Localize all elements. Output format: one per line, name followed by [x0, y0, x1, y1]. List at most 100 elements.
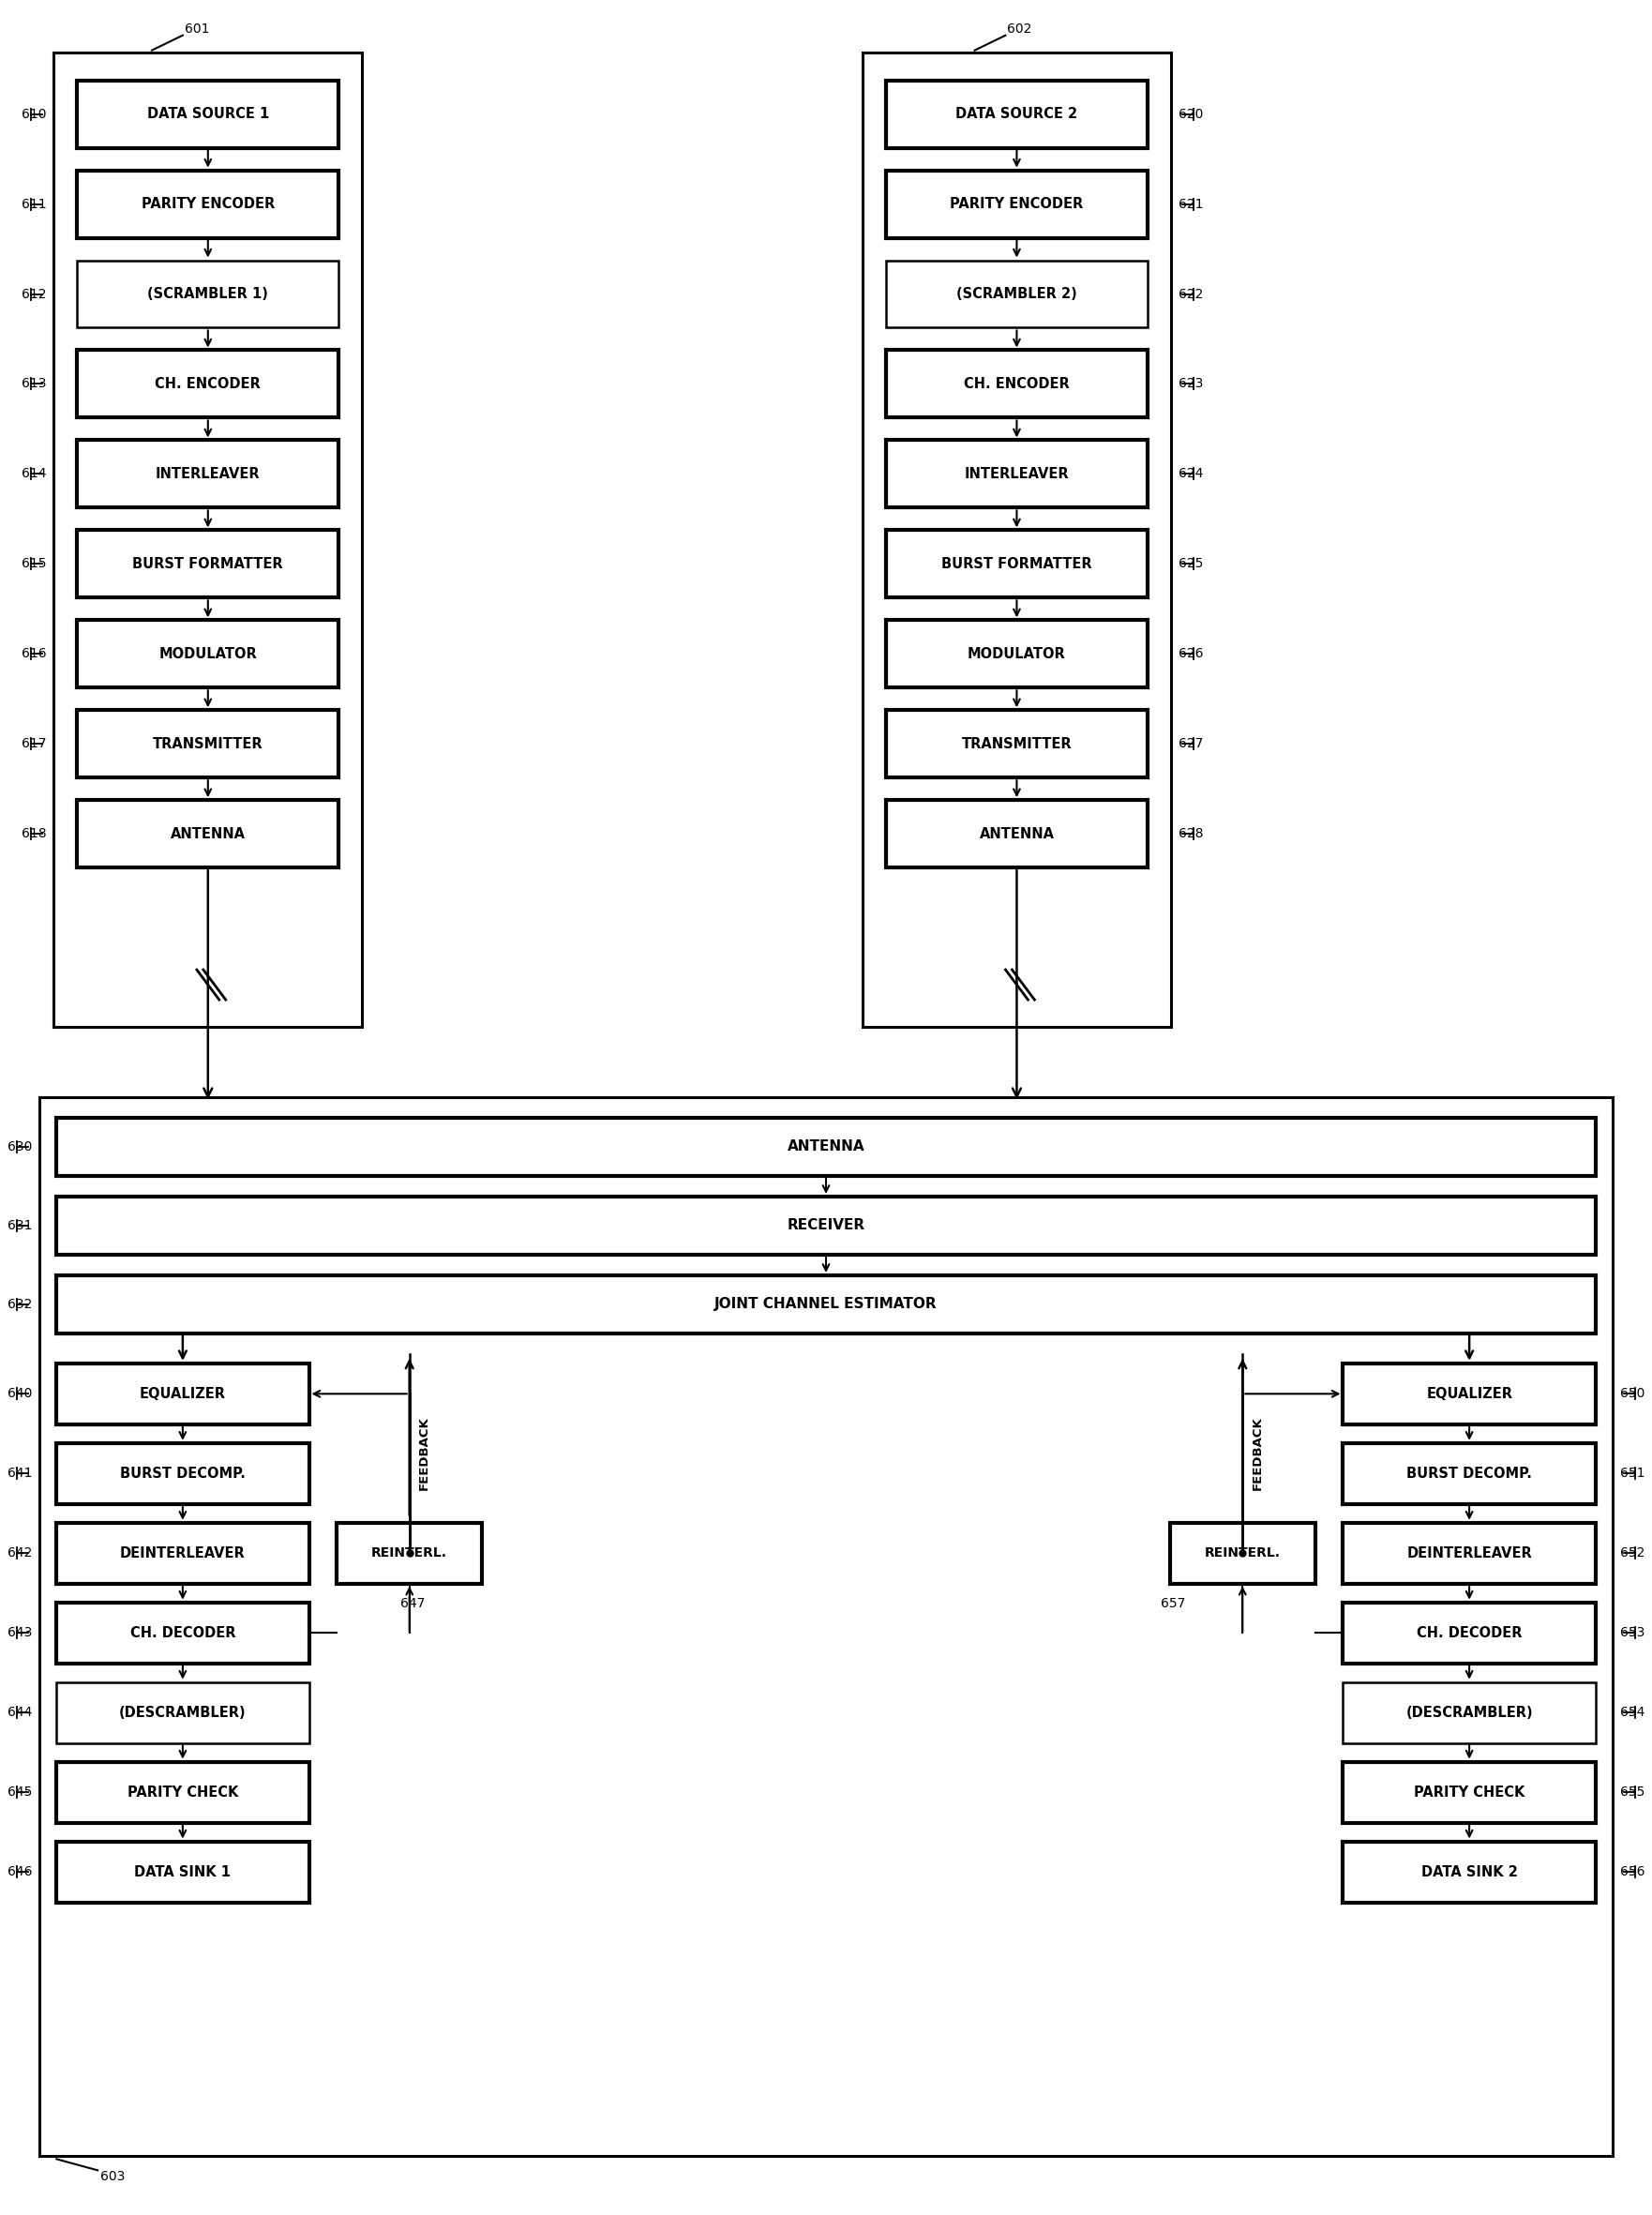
- Text: PARITY ENCODER: PARITY ENCODER: [950, 197, 1084, 210]
- Text: TRANSMITTER: TRANSMITTER: [961, 738, 1072, 751]
- Bar: [885, 711, 1148, 777]
- Bar: [885, 171, 1148, 237]
- Text: 643: 643: [8, 1626, 31, 1639]
- Text: 610: 610: [21, 109, 46, 120]
- Text: (SCRAMBLER 2): (SCRAMBLER 2): [957, 288, 1077, 301]
- Text: 615: 615: [21, 558, 46, 571]
- Bar: [53, 53, 362, 1028]
- Text: EQUALIZER: EQUALIZER: [1426, 1387, 1513, 1400]
- Text: 602: 602: [1008, 22, 1032, 35]
- Text: (DESCRAMBLER): (DESCRAMBLER): [119, 1706, 246, 1719]
- Text: MODULATOR: MODULATOR: [968, 647, 1066, 660]
- Text: 641: 641: [7, 1466, 31, 1480]
- Text: 653: 653: [1621, 1626, 1644, 1639]
- Bar: [56, 1276, 1596, 1333]
- Bar: [1343, 1761, 1596, 1823]
- Text: 625: 625: [1178, 558, 1203, 571]
- Bar: [56, 1761, 309, 1823]
- Text: DATA SOURCE 1: DATA SOURCE 1: [147, 106, 269, 122]
- Text: 657: 657: [1161, 1597, 1186, 1610]
- Bar: [56, 1364, 309, 1424]
- Text: DEINTERLEAVER: DEINTERLEAVER: [1406, 1546, 1531, 1559]
- Bar: [78, 350, 339, 419]
- Bar: [885, 259, 1148, 328]
- Text: INTERLEAVER: INTERLEAVER: [965, 467, 1069, 481]
- Text: 642: 642: [8, 1546, 31, 1559]
- Bar: [56, 1196, 1596, 1254]
- Text: DATA SINK 1: DATA SINK 1: [134, 1865, 231, 1878]
- Text: REINTERL.: REINTERL.: [1204, 1546, 1280, 1559]
- Text: EQUALIZER: EQUALIZER: [139, 1387, 226, 1400]
- Text: DATA SINK 2: DATA SINK 2: [1421, 1865, 1518, 1878]
- Bar: [78, 171, 339, 237]
- Bar: [56, 1841, 309, 1903]
- Bar: [78, 441, 339, 507]
- Bar: [885, 620, 1148, 687]
- Text: INTERLEAVER: INTERLEAVER: [155, 467, 261, 481]
- Text: ANTENNA: ANTENNA: [980, 826, 1054, 842]
- Text: 613: 613: [21, 377, 46, 390]
- Text: ANTENNA: ANTENNA: [788, 1141, 864, 1154]
- Text: CH. DECODER: CH. DECODER: [131, 1626, 236, 1639]
- Text: 624: 624: [1178, 467, 1203, 481]
- Text: 646: 646: [7, 1865, 31, 1878]
- Text: 617: 617: [21, 738, 46, 751]
- Text: BURST DECOMP.: BURST DECOMP.: [1406, 1466, 1531, 1480]
- Text: DATA SOURCE 2: DATA SOURCE 2: [957, 106, 1077, 122]
- Bar: [56, 1119, 1596, 1176]
- Bar: [1343, 1601, 1596, 1663]
- Text: CH. ENCODER: CH. ENCODER: [963, 377, 1069, 392]
- Text: BURST DECOMP.: BURST DECOMP.: [121, 1466, 246, 1480]
- Text: 621: 621: [1178, 197, 1203, 210]
- Bar: [337, 1522, 482, 1584]
- Text: 614: 614: [21, 467, 46, 481]
- Text: TRANSMITTER: TRANSMITTER: [152, 738, 263, 751]
- Bar: [1343, 1442, 1596, 1504]
- Bar: [885, 80, 1148, 148]
- Text: 627: 627: [1178, 738, 1203, 751]
- Text: 603: 603: [101, 2171, 126, 2184]
- Text: FEEDBACK: FEEDBACK: [418, 1418, 431, 1491]
- Bar: [78, 711, 339, 777]
- Bar: [1343, 1841, 1596, 1903]
- Text: 631: 631: [7, 1218, 31, 1232]
- Text: 651: 651: [1621, 1466, 1645, 1480]
- Bar: [1343, 1364, 1596, 1424]
- Text: BURST FORMATTER: BURST FORMATTER: [132, 556, 282, 571]
- Text: 656: 656: [1621, 1865, 1645, 1878]
- Text: MODULATOR: MODULATOR: [159, 647, 258, 660]
- Bar: [56, 1522, 309, 1584]
- Text: 647: 647: [400, 1597, 425, 1610]
- Text: 620: 620: [1178, 109, 1203, 120]
- Bar: [885, 529, 1148, 598]
- Text: REINTERL.: REINTERL.: [372, 1546, 448, 1559]
- Text: FEEDBACK: FEEDBACK: [1252, 1418, 1264, 1491]
- Text: 626: 626: [1178, 647, 1203, 660]
- Text: 654: 654: [1621, 1706, 1644, 1719]
- Bar: [78, 529, 339, 598]
- Text: 630: 630: [8, 1141, 31, 1154]
- Bar: [885, 800, 1148, 868]
- Text: JOINT CHANNEL ESTIMATOR: JOINT CHANNEL ESTIMATOR: [715, 1298, 937, 1311]
- Bar: [78, 80, 339, 148]
- Text: 650: 650: [1621, 1387, 1644, 1400]
- Text: 612: 612: [21, 288, 46, 301]
- Text: RECEIVER: RECEIVER: [786, 1218, 866, 1232]
- Text: (DESCRAMBLER): (DESCRAMBLER): [1406, 1706, 1533, 1719]
- Text: 611: 611: [21, 197, 46, 210]
- Bar: [56, 1601, 309, 1663]
- Bar: [862, 53, 1171, 1028]
- Text: 632: 632: [8, 1298, 31, 1311]
- Bar: [78, 800, 339, 868]
- Text: ANTENNA: ANTENNA: [170, 826, 246, 842]
- Text: 652: 652: [1621, 1546, 1644, 1559]
- Text: CH. ENCODER: CH. ENCODER: [155, 377, 261, 392]
- Text: 645: 645: [8, 1785, 31, 1799]
- Text: PARITY ENCODER: PARITY ENCODER: [142, 197, 274, 210]
- Bar: [56, 1681, 309, 1743]
- Bar: [56, 1442, 309, 1504]
- Bar: [78, 620, 339, 687]
- Text: 655: 655: [1621, 1785, 1644, 1799]
- Bar: [885, 350, 1148, 419]
- Bar: [885, 441, 1148, 507]
